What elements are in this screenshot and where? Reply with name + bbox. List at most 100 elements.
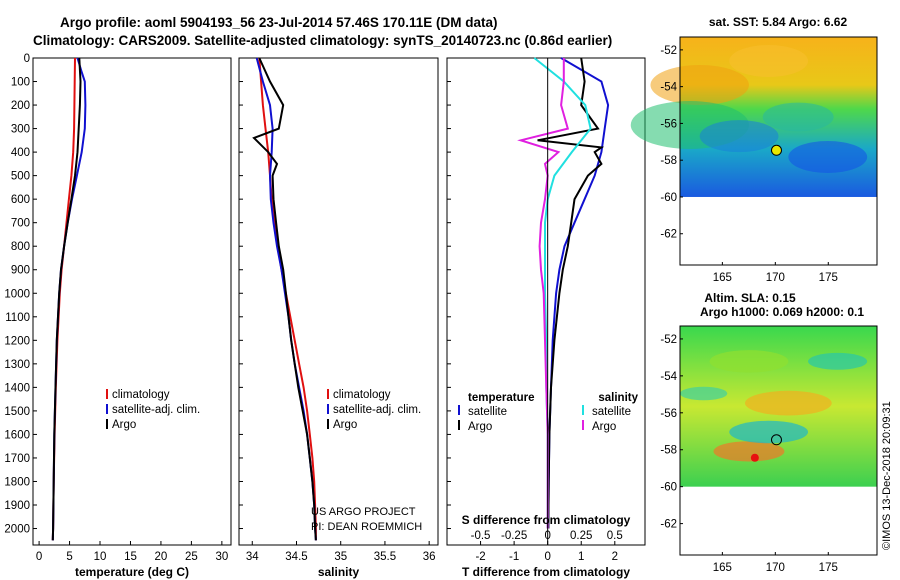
difference-panel: -2 -1 0 1 2 T difference from climatology S di…	[446, 57, 646, 579]
map-anomaly-patch	[750, 453, 759, 462]
legend-label: satellite	[468, 406, 507, 418]
x-axis-label: salinity	[318, 565, 360, 579]
legend-label: satellite	[592, 406, 631, 418]
x-tick-label: 170	[766, 272, 785, 284]
legend-label: Argo	[468, 421, 492, 433]
series-argo-line	[537, 57, 605, 529]
x-tick-label: 2	[612, 551, 618, 563]
y-tick-label: -62	[660, 229, 677, 241]
x-tick-label: 34.5	[285, 551, 307, 563]
y-tick-label: -56	[660, 408, 677, 420]
secondary-tick-label: 0.25	[570, 530, 592, 542]
map-anomaly-patch	[762, 102, 834, 132]
map-anomaly-patch	[729, 420, 809, 444]
y-tick-label: -54	[660, 82, 677, 94]
series-argo-line	[252, 57, 317, 541]
y-tick-label: 700	[11, 218, 30, 230]
y-tick-label: 200	[11, 100, 30, 112]
map-border	[679, 36, 878, 266]
temperature-panel: 0100200300400500600700800900100011001200…	[4, 53, 232, 579]
plot-frame	[32, 57, 232, 546]
legend-swatch	[106, 404, 108, 414]
legend-label: Argo	[333, 419, 357, 431]
plot-frame	[238, 57, 439, 546]
credit-line-1: US ARGO PROJECT	[311, 506, 416, 518]
legend-swatch	[327, 419, 329, 429]
x-tick-label: 25	[185, 551, 198, 563]
x-tick-label: -1	[509, 551, 519, 563]
x-tick-label: 20	[155, 551, 168, 563]
series-argo-line	[517, 58, 570, 529]
map-anomaly-patch	[650, 64, 749, 105]
map-anomaly-patch	[680, 386, 728, 401]
y-tick-label: 1600	[4, 429, 30, 441]
legend-title-salinity: salinity	[598, 392, 638, 404]
map-anomaly-patch	[745, 390, 832, 416]
y-tick-label: 1400	[4, 382, 30, 394]
x-tick-label: 165	[713, 272, 732, 284]
legend-swatch	[582, 405, 584, 415]
map-subtitle: Argo h1000: 0.069 h2000: 0.1	[700, 305, 864, 319]
y-tick-label: -62	[660, 519, 677, 531]
y-tick-label: 1200	[4, 335, 30, 347]
legend-title-temperature: temperature	[468, 392, 534, 404]
y-tick-label: -60	[660, 482, 677, 494]
legend-swatch	[458, 420, 460, 430]
imos-watermark: ©IMOS 13-Dec-2018 20:09:31	[881, 401, 893, 550]
argo-profile-marker	[770, 144, 782, 156]
argo-profile-marker	[770, 434, 782, 446]
x-tick-label: -2	[475, 551, 485, 563]
x-tick-label: 175	[819, 562, 838, 574]
y-tick-label: 2000	[4, 524, 30, 536]
y-tick-label: 600	[11, 194, 30, 206]
legend-label: Argo	[112, 419, 136, 431]
legend-swatch	[106, 419, 108, 429]
y-tick-label: -52	[660, 334, 677, 346]
x-tick-label: 30	[215, 551, 228, 563]
y-tick-label: -56	[660, 118, 677, 130]
legend-swatch	[327, 404, 329, 414]
x-tick-label: 5	[66, 551, 72, 563]
y-tick-label: 800	[11, 241, 30, 253]
sst-map-panel: -52 -54 -56 -58 -60 -62 165 170 175 sat. SST: 5.8…	[630, 15, 878, 284]
x-axis-label: T difference from climatology	[462, 565, 630, 579]
map-anomaly-patch	[788, 140, 868, 173]
x-tick-label: 0	[544, 551, 550, 563]
legend-swatch	[582, 420, 584, 430]
y-tick-label: 1800	[4, 476, 30, 488]
x-tick-label: 36	[423, 551, 436, 563]
x-tick-label: 170	[766, 562, 785, 574]
map-anomaly-patch	[709, 350, 789, 373]
header-line-2: Climatology: CARS2009. Satellite-adjuste…	[33, 33, 612, 48]
y-tick-label: 0	[24, 53, 30, 65]
secondary-tick-label: 0.5	[607, 530, 623, 542]
map-anomaly-patch	[808, 352, 868, 370]
x-tick-label: 35	[334, 551, 347, 563]
x-axis-label: temperature (deg C)	[75, 565, 189, 579]
x-tick-label: 1	[578, 551, 584, 563]
legend-swatch	[106, 389, 108, 399]
y-tick-label: 1500	[4, 406, 30, 418]
y-tick-label: -58	[660, 445, 677, 457]
y-tick-label: 1700	[4, 453, 30, 465]
legend-label: satellite-adj. clim.	[112, 404, 200, 416]
secondary-tick-label: -0.5	[471, 530, 491, 542]
map-anomaly-patch	[699, 120, 779, 153]
x-tick-label: 0	[36, 551, 42, 563]
map-title: Altim. SLA: 0.15	[704, 291, 796, 305]
legend-label: Argo	[592, 421, 616, 433]
salinity-panel: 34 34.5 35 35.5 36 salinity climatology satelli…	[238, 57, 439, 579]
y-tick-label: 100	[11, 77, 30, 89]
x-tick-label: 15	[124, 551, 137, 563]
secondary-axis-title: S difference from climatology	[462, 513, 631, 527]
y-tick-label: -52	[660, 45, 677, 57]
header-line-1: Argo profile: aoml 5904193_56 23-Jul-201…	[60, 15, 497, 30]
y-tick-label: 900	[11, 265, 30, 277]
x-tick-label: 34	[246, 551, 259, 563]
y-tick-label: 1900	[4, 500, 30, 512]
map-anomaly-patch	[713, 441, 785, 462]
legend-swatch	[327, 389, 329, 399]
y-tick-label: 400	[11, 147, 30, 159]
x-tick-label: 165	[713, 562, 732, 574]
